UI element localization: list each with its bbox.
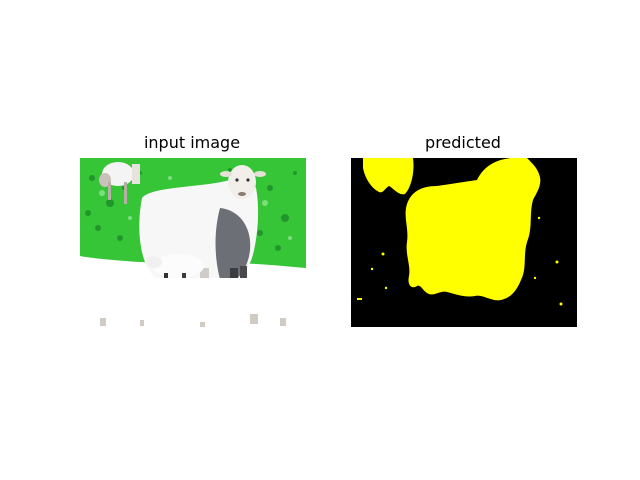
predicted-title: predicted bbox=[425, 133, 501, 152]
input-image-title: input image bbox=[143, 133, 241, 152]
input-image bbox=[80, 158, 306, 327]
input-image-graphic bbox=[80, 158, 306, 327]
predicted-mask bbox=[351, 158, 577, 327]
predicted-mask-graphic bbox=[351, 158, 577, 327]
